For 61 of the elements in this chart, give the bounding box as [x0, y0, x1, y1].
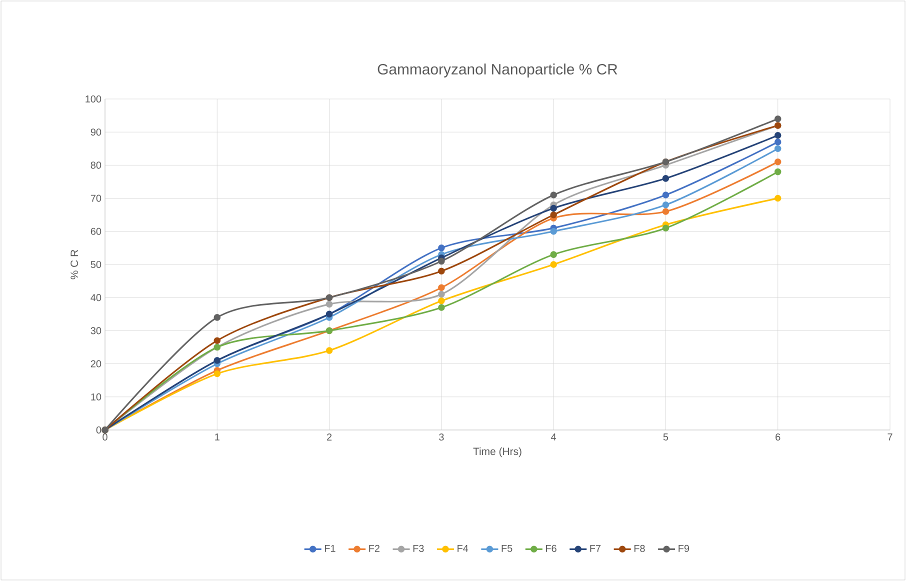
y-tick-label: 40: [90, 294, 102, 302]
point: [550, 228, 557, 235]
y-tick-label: 70: [90, 194, 102, 202]
legend-label: F1: [324, 544, 336, 552]
legend-label: F4: [458, 544, 468, 552]
legend-label: F2: [369, 544, 380, 552]
y-tick-label: 80: [90, 162, 102, 169]
point: [774, 115, 782, 122]
point: [550, 211, 557, 218]
legend-label: F3: [413, 544, 424, 552]
x-tick-label: 5: [663, 434, 668, 440]
point: [550, 192, 557, 198]
point: [550, 251, 557, 258]
x-tick-label: 1: [215, 434, 220, 440]
point: [214, 370, 221, 378]
point: [662, 192, 670, 198]
legend-label: F8: [634, 544, 645, 552]
x-tick-label: 0: [102, 434, 108, 441]
legend-label: F5: [502, 544, 512, 552]
y-tick-label: 90: [90, 128, 102, 136]
y-tick-label: 0: [96, 426, 102, 434]
point: [662, 208, 670, 215]
point: [214, 337, 221, 344]
x-tick-label: 4: [551, 434, 556, 440]
y-tick-label: 100: [86, 95, 102, 103]
legend-label: F9: [678, 544, 690, 552]
point: [662, 175, 670, 182]
point: [774, 145, 782, 152]
point: [662, 224, 670, 232]
legend-label: F6: [546, 544, 556, 552]
point: [438, 268, 445, 274]
point: [774, 194, 782, 202]
point: [438, 244, 445, 252]
y-tick-label: 30: [90, 327, 102, 334]
legend-label: F7: [590, 544, 601, 552]
point: [326, 347, 333, 354]
point: [774, 132, 782, 139]
point: [774, 158, 782, 166]
point: [438, 290, 445, 298]
point: [438, 284, 445, 292]
point: [214, 314, 221, 321]
y-tick-label: 60: [90, 228, 102, 235]
y-tick-label: 20: [90, 360, 102, 368]
point: [438, 304, 445, 311]
x-tick-label: 3: [439, 434, 444, 441]
point: [774, 138, 782, 146]
x-tick-label: 6: [776, 434, 780, 441]
chart-title: Gammaoryzanol Nanoparticle % CR: [378, 64, 618, 78]
point: [550, 261, 557, 268]
x-tick-label: 2: [327, 434, 332, 440]
point: [662, 202, 670, 208]
x-axis-title: Time (Hrs): [473, 447, 522, 458]
point: [774, 168, 782, 176]
x-tick-label: 7: [888, 434, 892, 440]
y-axis-title: % C R: [70, 250, 78, 280]
y-tick-label: 10: [91, 393, 102, 400]
point: [550, 204, 557, 212]
y-tick-label: 50: [90, 260, 102, 268]
point: [326, 300, 333, 308]
point: [438, 298, 445, 304]
point: [438, 258, 445, 265]
